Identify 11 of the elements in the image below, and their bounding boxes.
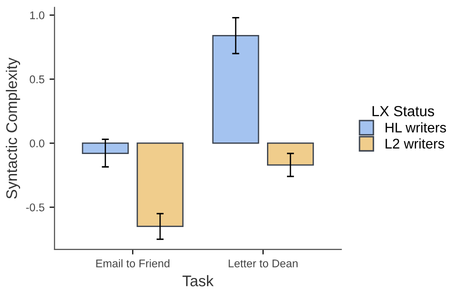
y-tick-label: 0.5 bbox=[30, 75, 44, 84]
x-tick-label: Email to Friend bbox=[96, 259, 170, 268]
legend-label: L2 writers bbox=[386, 138, 444, 149]
legend-label: HL writers bbox=[386, 122, 446, 133]
y-axis-title: Syntactic Complexity bbox=[6, 58, 20, 199]
x-tick-label: Letter to Dean bbox=[228, 260, 298, 268]
y-tick-label: 1.0 bbox=[30, 11, 44, 20]
x-axis-title: Task bbox=[182, 275, 214, 286]
y-tick-label: -0.5 bbox=[26, 203, 44, 212]
legend-title: LX Status bbox=[372, 106, 434, 116]
y-tick-label: 0.0 bbox=[30, 139, 44, 148]
